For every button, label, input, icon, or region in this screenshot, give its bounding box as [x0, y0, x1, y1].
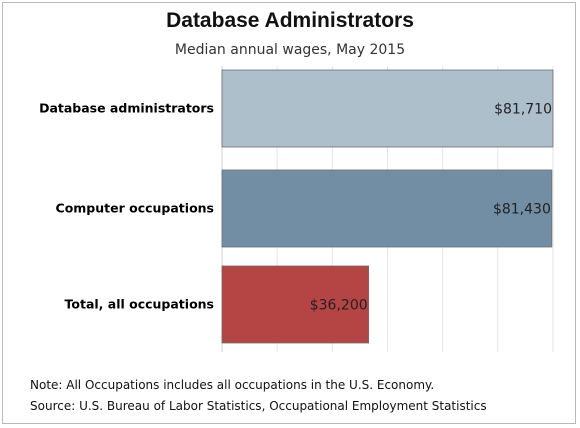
value-labels: $81,710 $81,430 $36,200 — [310, 102, 552, 314]
category-label: Computer occupations — [56, 201, 214, 216]
category-label: Database administrators — [39, 101, 214, 116]
bars — [221, 69, 554, 344]
value-label: $81,710 — [494, 102, 552, 118]
value-label: $36,200 — [310, 298, 368, 314]
footnote: Note: All Occupations includes all occup… — [30, 378, 435, 392]
chart-subtitle: Median annual wages, May 2015 — [174, 42, 406, 58]
bar — [221, 265, 370, 344]
category-labels: Database administrators Computer occupati… — [39, 101, 214, 312]
chart-title: Database Administrators — [166, 9, 414, 32]
category-label: Total, all occupations — [65, 297, 214, 312]
value-label: $81,430 — [493, 202, 551, 218]
bar — [221, 69, 554, 148]
source-note: Source: U.S. Bureau of Labor Statistics,… — [30, 399, 487, 413]
bar — [221, 169, 553, 248]
